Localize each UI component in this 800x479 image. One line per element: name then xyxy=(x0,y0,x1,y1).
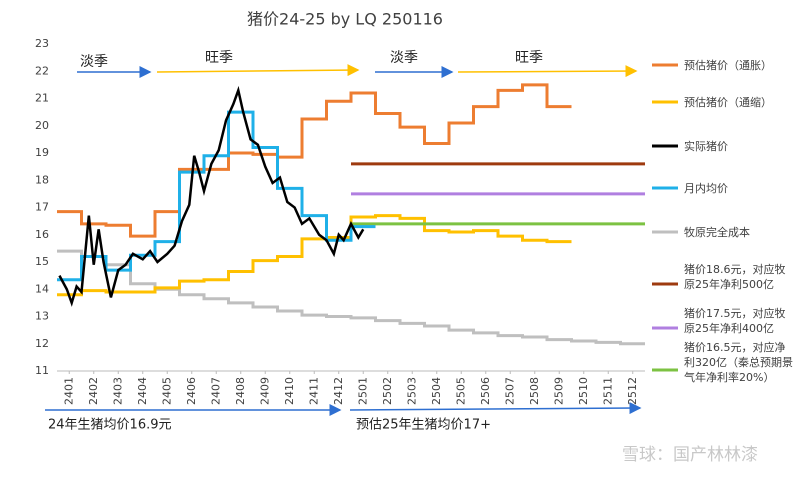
x-tick-label: 2411 xyxy=(307,377,320,405)
x-tick-label: 2504 xyxy=(430,377,443,405)
x-tick-label: 2412 xyxy=(332,377,345,405)
step-line xyxy=(57,83,572,238)
y-tick-label: 12 xyxy=(35,337,49,350)
y-tick-label: 16 xyxy=(35,228,49,241)
x-tick-label: 2506 xyxy=(479,377,492,405)
legend-label: 牧原完全成本 xyxy=(684,225,750,239)
y-tick-label: 13 xyxy=(35,310,49,323)
y-tick-label: 22 xyxy=(35,64,49,77)
x-tick-label: 2501 xyxy=(356,377,369,405)
x-tick-label: 2512 xyxy=(626,377,639,405)
annotation: 淡季 xyxy=(390,50,418,66)
x-tick-label: 2507 xyxy=(503,377,516,405)
chart-title: 猪价24-25 by LQ 250116 xyxy=(247,10,443,29)
x-tick-label: 2405 xyxy=(160,377,173,405)
x-tick-label: 2505 xyxy=(454,377,467,405)
legend-label: 猪价17.5元，对应牧原25年净利400亿 xyxy=(684,306,786,335)
y-tick-label: 20 xyxy=(35,119,49,132)
x-tick-label: 2407 xyxy=(209,377,222,405)
legend-label: 预估猪价（通胀） xyxy=(684,58,772,72)
legend-label: 预估猪价（通缩） xyxy=(684,95,772,109)
x-tick-label: 2503 xyxy=(405,377,418,405)
x-tick-label: 2508 xyxy=(528,377,541,405)
step-line xyxy=(57,110,376,282)
legend-label: 猪价18.6元，对应牧原25年净利500亿 xyxy=(684,262,786,291)
annotation: 旺季 xyxy=(515,50,543,66)
arrows xyxy=(45,64,642,416)
x-tick-label: 2403 xyxy=(111,377,124,405)
x-tick-label: 2410 xyxy=(283,377,296,405)
x-tick-label: 2404 xyxy=(136,377,149,405)
step-line xyxy=(57,249,645,346)
y-tick-label: 14 xyxy=(35,282,49,295)
legend-label: 猪价16.5元，对应净利320亿（秦总预期景气年净利率20%） xyxy=(684,341,793,384)
y-tick-label: 21 xyxy=(35,92,49,105)
legend-label: 实际猪价 xyxy=(684,139,728,153)
y-tick-label: 23 xyxy=(35,37,49,50)
watermark: 雪球：国产林林漆 xyxy=(622,445,758,465)
x-tick-label: 2511 xyxy=(601,377,614,405)
annotation: 24年生猪均价16.9元 xyxy=(48,418,172,433)
y-tick-label: 17 xyxy=(35,201,49,214)
x-tick-label: 2402 xyxy=(87,377,100,405)
y-tick-label: 19 xyxy=(35,146,49,159)
x-tick-label: 2509 xyxy=(552,377,565,405)
legend-label: 月内均价 xyxy=(684,181,728,195)
price-line xyxy=(58,85,365,307)
x-tick-label: 2502 xyxy=(381,377,394,405)
y-tick-label: 18 xyxy=(35,173,49,186)
y-tick-label: 11 xyxy=(35,364,49,377)
x-tick-label: 2408 xyxy=(234,377,247,405)
y-tick-label: 15 xyxy=(35,255,49,268)
annotation: 旺季 xyxy=(205,50,233,66)
x-tick-label: 2409 xyxy=(258,377,271,405)
x-tick-label: 2406 xyxy=(185,377,198,405)
annotation: 预估25年生猪均价17+ xyxy=(356,418,491,433)
annotation: 淡季 xyxy=(80,54,108,70)
x-tick-label: 2401 xyxy=(62,377,75,405)
x-tick-label: 2510 xyxy=(577,377,590,405)
